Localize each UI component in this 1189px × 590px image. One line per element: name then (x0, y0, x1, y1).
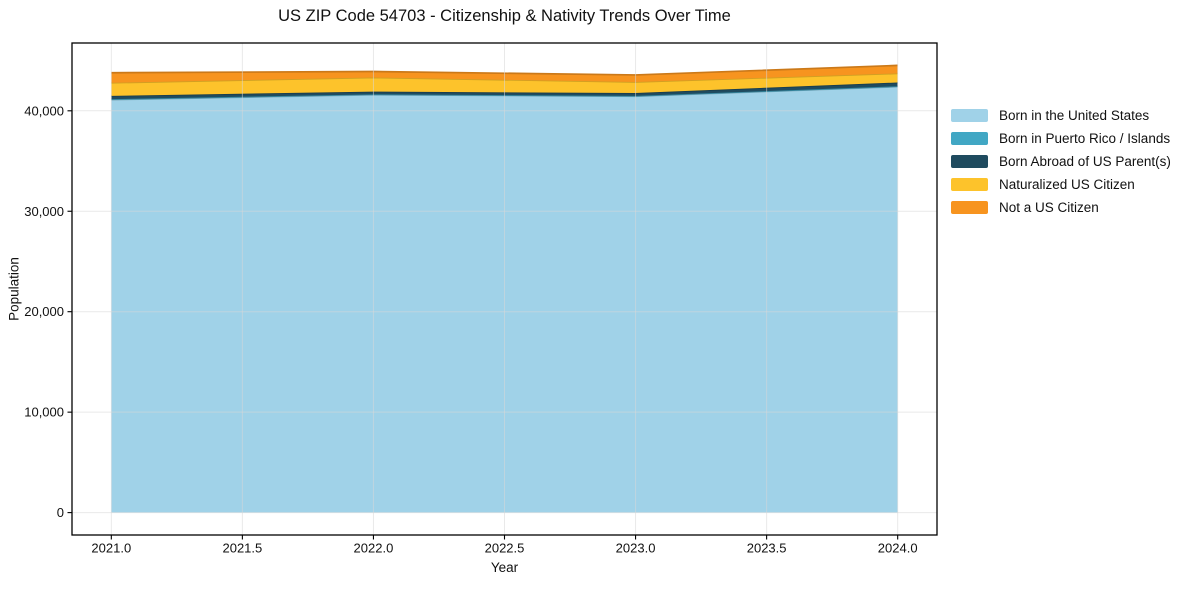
legend-swatch-born-abroad (951, 154, 988, 168)
legend-swatch-born-puerto-rico (951, 131, 988, 145)
legend-label: Not a US Citizen (999, 199, 1099, 215)
x-tick-label: 2023.5 (747, 541, 787, 556)
legend-item-born-abroad: Born Abroad of US Parent(s) (951, 153, 1171, 169)
y-tick-label: 30,000 (24, 204, 64, 219)
x-tick-label: 2024.0 (878, 541, 918, 556)
y-tick-label: 20,000 (24, 304, 64, 319)
area-born-abroad-of-us-parent-s (111, 82, 898, 100)
legend-label: Naturalized US Citizen (999, 176, 1135, 192)
legend-item-born-puerto-rico: Born in Puerto Rico / Islands (951, 130, 1171, 146)
x-tick-label: 2021.5 (222, 541, 262, 556)
legend-item-born-us: Born in the United States (951, 107, 1171, 123)
legend-swatch-born-us (951, 108, 988, 122)
legend-label: Born in Puerto Rico / Islands (999, 130, 1171, 146)
x-tick-label: 2022.0 (354, 541, 394, 556)
y-tick-label: 0 (57, 505, 64, 520)
legend-label: Born Abroad of US Parent(s) (999, 153, 1171, 169)
chart-title: US ZIP Code 54703 - Citizenship & Nativi… (278, 7, 731, 25)
y-axis-label: Population (6, 257, 22, 321)
x-axis-label: Year (490, 560, 519, 575)
legend: Born in the United States Born in Puerto… (951, 107, 1171, 215)
legend-label: Born in the United States (999, 107, 1150, 123)
legend-swatch-not-citizen (951, 200, 988, 214)
x-tick-label: 2022.5 (485, 541, 525, 556)
legend-item-naturalized: Naturalized US Citizen (951, 176, 1171, 192)
x-tick-label: 2023.0 (616, 541, 656, 556)
legend-swatch-naturalized (951, 177, 988, 191)
y-tick-label: 10,000 (24, 405, 64, 420)
y-tick-label: 40,000 (24, 103, 64, 118)
x-tick-label: 2021.0 (91, 541, 131, 556)
legend-item-not-citizen: Not a US Citizen (951, 199, 1171, 215)
